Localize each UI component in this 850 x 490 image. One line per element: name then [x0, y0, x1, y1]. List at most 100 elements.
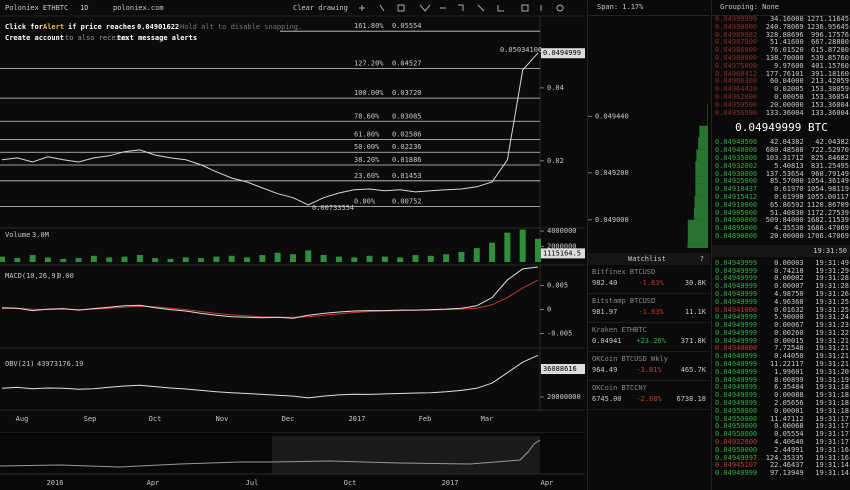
price: 0.04966300 — [715, 77, 758, 86]
obv-line — [1, 354, 539, 399]
book-row: 0.04949999 0.00067 19:31:23 — [712, 321, 850, 330]
watch-name: OKCoin BTCCNY — [592, 384, 647, 392]
time: 19:31:25 — [815, 297, 849, 306]
price: 0.04959500 — [715, 100, 758, 109]
book-row: 0.04940000 680.48588 722.52970 — [712, 146, 850, 155]
price: 0.04949999 — [715, 282, 758, 291]
amount: 6.35484 — [774, 383, 804, 392]
watch-volume: 11.1K — [684, 308, 706, 316]
amount: 76.01520 — [769, 46, 804, 55]
alert-prefix: Click for — [5, 23, 43, 31]
watch-item[interactable]: OKCoin BTCCNY 6745.00 -2.88% 6738.18 — [588, 381, 710, 410]
watch-volume: 6738.18 — [676, 395, 706, 403]
macd-line — [1, 266, 539, 319]
x-tick-label: Nov — [216, 415, 229, 423]
grouping-bar[interactable]: Grouping: None — [712, 0, 850, 16]
watchlist-help[interactable]: ? — [699, 255, 704, 263]
book-row: 0.04932002 5.40813 831.25495 — [712, 161, 850, 171]
watch-item[interactable]: OKCoin BTCUSD Wkly 964.49 -3.81% 465.7K — [588, 352, 710, 381]
symbol[interactable]: Poloniex ETHBTC — [5, 4, 68, 12]
alert-link[interactable]: Alert — [43, 23, 64, 31]
total: 133.36004 — [811, 108, 849, 117]
watch-volume: 30.8K — [684, 279, 706, 287]
amount: 0.00001 — [774, 406, 804, 415]
obv-value: 43973176.19 — [37, 360, 83, 368]
time: 19:31:28 — [815, 274, 849, 283]
price: 0.04949999 — [715, 266, 758, 275]
price: 0.04930000 — [715, 169, 758, 178]
book-row: 0.04968412 177.76101 391.18160 — [712, 70, 850, 79]
amount: 20.00000 — [769, 100, 804, 109]
time: 19:31:26 — [815, 289, 849, 298]
watch-item[interactable]: Bitfinex BTCUSD 982.40 -1.63% 30.8K — [588, 265, 710, 294]
volume-bar — [443, 254, 450, 262]
volume-bar — [90, 255, 97, 262]
fib-price: 0.03085 — [392, 112, 422, 120]
price: 0.04910000 — [715, 200, 758, 209]
price: 0.04999999 — [715, 15, 758, 23]
macd-label: MACD(10,26,9) — [5, 272, 60, 280]
book-row: 0.04930000 137.53654 968.79149 — [712, 169, 850, 179]
volume-bar — [167, 258, 174, 262]
price: 0.04949999 — [715, 375, 758, 384]
x-tick-label: Oct — [149, 415, 162, 423]
y-tick-label: 0 — [547, 306, 551, 314]
alert-price: 0.04901622 — [137, 23, 179, 31]
last-value: 0.0494999 — [543, 49, 581, 57]
book-row: 0.04949500 42.04382 42.04382 — [712, 139, 850, 147]
watch-item[interactable]: Bitstamp BTCUSD 981.97 -1.63% 11.1K — [588, 294, 710, 323]
watch-change: -3.81% — [636, 366, 662, 374]
price: 0.04949999 — [715, 336, 758, 345]
watch-values: 964.49 -3.81% 465.7K — [592, 366, 706, 374]
book-row: 0.04895000 4.35530 1686.47069 — [712, 224, 850, 233]
total: 831.25495 — [811, 161, 849, 170]
book-row: 0.04949999 0.00015 19:31:21 — [712, 336, 850, 346]
time: 19:31:49 — [815, 258, 849, 267]
time: 19:31:17 — [815, 414, 849, 423]
book-row: 0.04962000 0.00050 153.36054 — [712, 93, 850, 102]
depth-step — [696, 149, 708, 162]
price: 0.04940000 — [715, 146, 758, 155]
navigator-label: Oct — [344, 479, 357, 487]
volume-bar — [289, 254, 296, 262]
clear-drawing[interactable]: Clear drawing — [293, 4, 348, 12]
interval[interactable]: 1D — [80, 4, 88, 12]
total: 401.15760 — [811, 61, 849, 70]
book-row: 0.04999999 34.16000 1271.11645 — [712, 15, 850, 24]
amount: 328.88696 — [765, 30, 804, 39]
price: 0.04949999 — [715, 399, 758, 408]
price: 0.04949999 — [715, 313, 758, 322]
time: 19:31:21 — [815, 344, 849, 353]
amount: 42.04382 — [769, 138, 804, 147]
watch-item[interactable]: Kraken ETHBTC 0.04941 +23.26% 371.8K — [588, 323, 710, 352]
watch-volume: 465.7K — [680, 366, 706, 374]
fib-level: 100.00% — [354, 89, 384, 97]
site[interactable]: poloniex.com — [113, 4, 164, 12]
signup-middle: to also receive — [65, 34, 128, 42]
book-row: 0.04949999 4.96368 19:31:25 — [712, 297, 850, 307]
book-row: 0.04950000 11.47112 19:31:17 — [712, 414, 850, 424]
time: 19:31:17 — [815, 422, 849, 431]
watch-price: 982.40 — [592, 279, 618, 287]
depth-step — [695, 183, 708, 197]
navigator-window[interactable] — [272, 436, 540, 474]
volume-bar — [473, 248, 480, 262]
depth-step — [695, 176, 708, 184]
amount: 0.02005 — [774, 85, 804, 94]
book-row: 0.04987500 51.41600 667.28880 — [712, 39, 850, 47]
amount: 124.35335 — [765, 453, 804, 462]
volume-bar — [397, 257, 404, 262]
depth-step — [687, 243, 708, 248]
time: 19:31:19 — [815, 375, 849, 384]
volume-bar — [121, 256, 128, 262]
price: 0.04949999 — [715, 274, 758, 283]
macd-value: 0.00 — [57, 272, 74, 280]
volume-bar — [228, 255, 235, 262]
time: 19:31:25 — [815, 305, 849, 314]
span-bar[interactable]: Span: 1.17% — [588, 0, 710, 16]
price: 0.04949999 — [715, 391, 758, 400]
depth-tick-label: 0.049440 — [595, 112, 629, 120]
signup-link[interactable]: Create account — [5, 34, 64, 42]
trades-time: 19:31:50 — [813, 246, 847, 255]
